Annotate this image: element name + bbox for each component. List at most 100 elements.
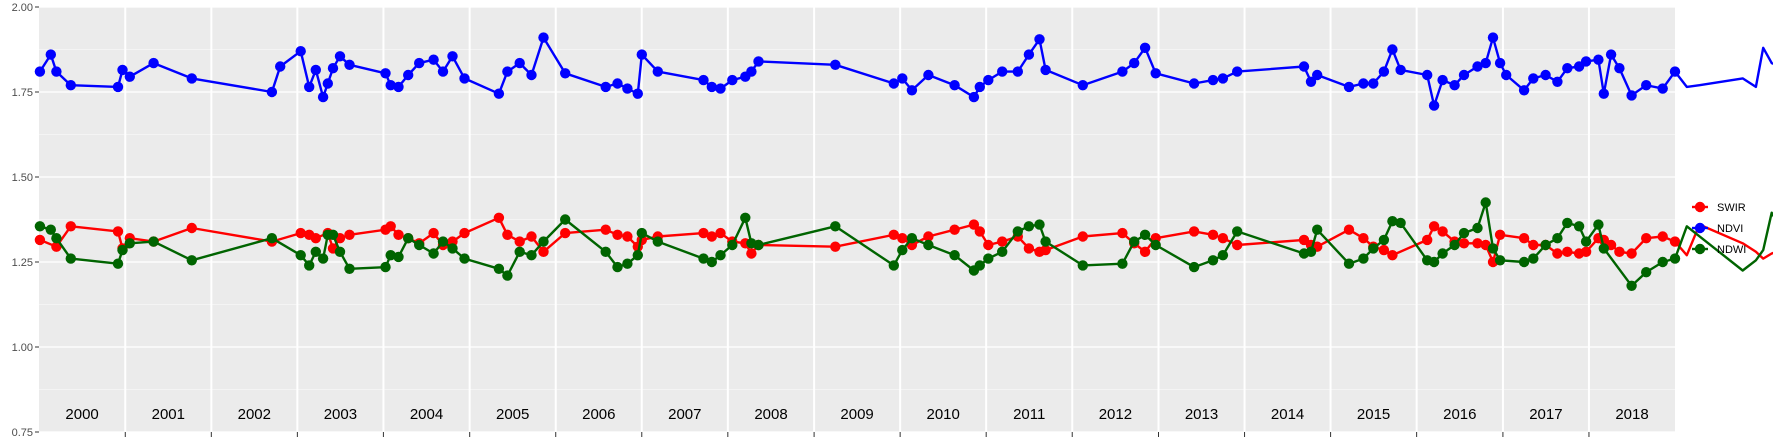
data-point-ndwi <box>304 260 315 271</box>
data-point-swir <box>1378 244 1390 256</box>
data-point-ndwi <box>1449 239 1460 251</box>
data-point-ndwi <box>1040 236 1051 247</box>
data-point-ndwi <box>502 270 513 281</box>
data-point-swir <box>974 226 985 237</box>
data-point-ndvi <box>344 59 355 70</box>
year-labels: 2000 2001 2002 2003 2004 2005 2006 2007 2008 2009… <box>65 406 1648 423</box>
year-label: 2013 <box>1185 406 1218 423</box>
data-point-swir <box>1188 226 1200 237</box>
data-point-ndvi <box>753 56 764 67</box>
data-point-ndvi <box>45 49 56 60</box>
data-point-ndvi <box>385 80 396 91</box>
data-point-swir <box>344 229 355 240</box>
data-point-ndvi <box>266 86 278 98</box>
data-point-ndwi <box>1023 221 1035 232</box>
data-point-ndwi <box>403 233 414 244</box>
data-point-ndwi <box>380 261 391 273</box>
data-point-ndvi <box>622 83 633 94</box>
data-point-ndwi <box>1077 260 1089 271</box>
data-point-ndwi <box>1593 219 1604 230</box>
data-point-swir <box>1641 233 1652 244</box>
data-point-ndwi <box>612 261 623 273</box>
data-point-ndwi <box>1150 239 1161 251</box>
data-point-swir <box>538 246 549 257</box>
data-point-ndwi <box>1117 258 1128 269</box>
data-point-ndvi <box>906 85 918 96</box>
data-point-ndvi <box>1437 74 1448 86</box>
data-point-ndwi <box>888 260 899 271</box>
data-point-ndwi <box>698 253 709 264</box>
data-point-ndwi <box>923 239 934 251</box>
data-point-ndvi <box>1298 61 1310 72</box>
data-point-swir <box>1528 239 1539 251</box>
data-point-ndwi <box>459 253 470 264</box>
data-point-swir <box>622 231 633 242</box>
data-point-ndvi <box>1207 74 1219 86</box>
data-point-ndvi <box>1378 66 1390 77</box>
data-point-ndvi <box>1150 68 1161 79</box>
data-point-swir <box>1387 250 1398 261</box>
data-point-ndwi <box>295 250 306 261</box>
data-point-ndvi <box>652 66 663 77</box>
data-point-ndvi <box>1358 78 1369 89</box>
data-point-ndvi <box>275 61 286 72</box>
data-point-swir <box>560 227 571 239</box>
data-point-ndwi <box>514 246 525 257</box>
data-point-ndvi <box>897 73 908 84</box>
data-point-ndwi <box>560 214 571 225</box>
year-label: 2002 <box>238 406 271 423</box>
data-point-ndwi <box>636 227 647 239</box>
y-tick-label: 1.25 <box>12 257 33 269</box>
data-point-ndvi <box>334 51 346 62</box>
legend-label: SWIR <box>1717 202 1746 214</box>
legend-label: NDVI <box>1717 223 1743 235</box>
data-point-swir <box>393 229 404 240</box>
year-label: 2018 <box>1615 406 1648 423</box>
data-point-swir <box>526 231 537 242</box>
data-point-ndvi <box>1480 57 1491 69</box>
data-point-ndwi <box>1552 233 1563 244</box>
data-point-ndvi <box>112 81 124 93</box>
data-point-ndvi <box>304 81 315 93</box>
year-label: 2015 <box>1357 406 1390 423</box>
data-point-ndvi <box>706 81 717 93</box>
year-label: 2006 <box>582 406 615 423</box>
data-point-ndwi <box>1480 197 1491 208</box>
y-axis: 0.75 1.00 1.25 1.50 1.75 2.00 <box>12 2 39 439</box>
data-point-ndwi <box>600 246 611 257</box>
data-point-ndwi <box>983 253 994 264</box>
data-point-swir <box>1562 246 1573 257</box>
data-point-swir <box>1657 231 1668 242</box>
data-point-ndvi <box>1614 62 1625 74</box>
data-point-ndwi <box>1518 256 1530 268</box>
data-point-ndwi <box>344 263 355 274</box>
data-point-ndwi <box>1387 216 1398 227</box>
legend-key-point <box>1694 243 1706 255</box>
data-point-ndvi <box>1034 34 1045 45</box>
data-point-ndvi <box>560 68 571 79</box>
data-point-ndvi <box>1395 64 1406 76</box>
data-point-ndvi <box>65 80 77 91</box>
data-point-ndvi <box>1023 49 1035 60</box>
data-point-swir <box>1669 236 1681 247</box>
data-point-ndvi <box>117 64 128 76</box>
data-point-ndvi <box>1458 69 1470 81</box>
data-point-ndvi <box>538 32 549 43</box>
data-point-ndwi <box>112 258 124 269</box>
data-point-swir <box>310 233 321 244</box>
data-point-swir <box>1518 233 1530 244</box>
data-point-swir <box>1077 231 1089 242</box>
data-point-ndwi <box>1641 267 1652 278</box>
data-point-ndwi <box>1232 226 1243 237</box>
data-point-swir <box>1358 233 1369 244</box>
y-tick-label: 0.75 <box>12 427 33 439</box>
data-point-ndvi <box>715 83 726 94</box>
year-label: 2012 <box>1099 406 1132 423</box>
data-point-swir <box>888 229 899 240</box>
data-point-ndwi <box>906 233 918 244</box>
data-point-ndwi <box>1312 224 1323 235</box>
data-point-ndwi <box>1217 250 1229 261</box>
data-point-ndwi <box>753 239 764 251</box>
data-point-ndvi <box>459 73 470 84</box>
